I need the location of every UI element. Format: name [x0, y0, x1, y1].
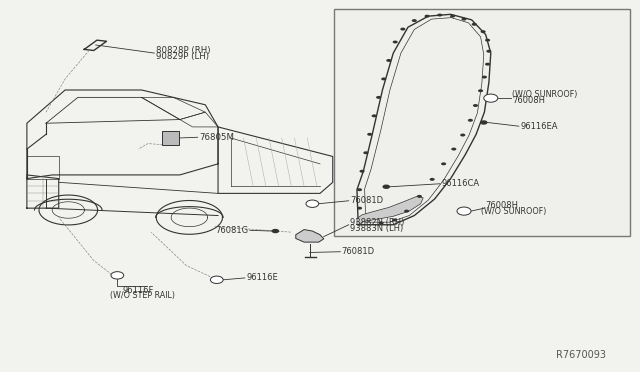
Circle shape [404, 210, 409, 212]
Circle shape [379, 221, 384, 224]
Circle shape [460, 134, 465, 137]
Circle shape [473, 104, 478, 107]
Text: 93883N (LH): 93883N (LH) [350, 224, 403, 232]
Circle shape [441, 162, 446, 165]
Circle shape [461, 17, 467, 20]
Circle shape [367, 133, 372, 136]
Text: 76081D: 76081D [350, 196, 383, 205]
Circle shape [271, 229, 279, 233]
Polygon shape [296, 230, 324, 242]
Circle shape [360, 170, 365, 173]
Circle shape [429, 178, 435, 181]
Text: (W/O SUNROOF): (W/O SUNROOF) [481, 207, 546, 217]
Circle shape [376, 96, 381, 99]
Text: 96116E: 96116E [246, 273, 278, 282]
Circle shape [211, 276, 223, 283]
Circle shape [364, 151, 369, 154]
Circle shape [472, 23, 477, 26]
Bar [162, 131, 179, 145]
Text: 76081G: 76081G [216, 226, 248, 235]
Text: 76008H: 76008H [513, 96, 545, 105]
Text: 76081D: 76081D [342, 247, 375, 256]
Circle shape [393, 41, 397, 44]
Bar [334, 9, 630, 236]
Circle shape [485, 62, 490, 65]
Text: (W/O STEP RAIL): (W/O STEP RAIL) [109, 291, 175, 300]
Circle shape [424, 15, 429, 17]
Circle shape [387, 59, 392, 62]
Circle shape [468, 119, 473, 122]
Text: 76805M: 76805M [199, 133, 234, 142]
Text: 76008H: 76008H [486, 201, 518, 211]
Circle shape [450, 15, 455, 17]
Text: 80828P (RH): 80828P (RH) [156, 46, 210, 55]
Circle shape [357, 207, 362, 210]
Circle shape [400, 28, 405, 31]
Text: 96116CA: 96116CA [441, 179, 479, 188]
Circle shape [478, 89, 483, 92]
Circle shape [372, 114, 377, 117]
Circle shape [451, 148, 456, 151]
Text: 90829P (LH): 90829P (LH) [156, 52, 209, 61]
Circle shape [392, 218, 397, 221]
Text: (W/O SUNROOF): (W/O SUNROOF) [513, 90, 578, 99]
Circle shape [417, 195, 422, 198]
Text: 96116EA: 96116EA [520, 122, 557, 131]
Circle shape [486, 50, 492, 53]
Circle shape [306, 200, 319, 208]
Bar [27, 157, 59, 179]
Circle shape [383, 185, 390, 189]
Circle shape [457, 207, 471, 215]
Text: 93882N (RH): 93882N (RH) [350, 218, 404, 227]
Circle shape [357, 188, 362, 191]
Circle shape [484, 94, 498, 102]
Circle shape [381, 77, 387, 80]
Polygon shape [357, 196, 423, 225]
Circle shape [485, 39, 490, 42]
Circle shape [412, 19, 417, 22]
Circle shape [480, 120, 488, 125]
Circle shape [437, 13, 442, 16]
Text: R7670093: R7670093 [556, 350, 606, 360]
Circle shape [111, 272, 124, 279]
Circle shape [482, 76, 487, 78]
Circle shape [481, 30, 486, 33]
Text: 96116F: 96116F [122, 286, 154, 295]
